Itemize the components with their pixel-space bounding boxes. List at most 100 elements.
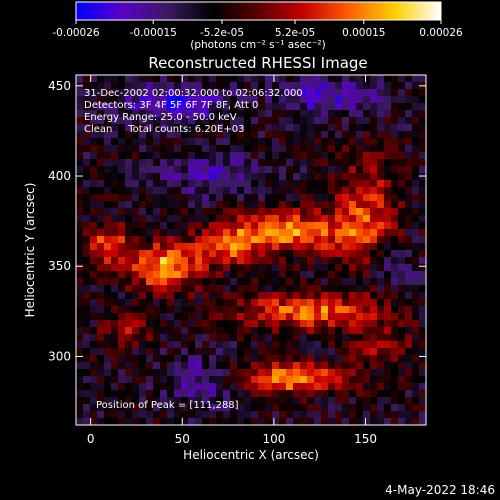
heatmap-cell [202, 236, 210, 244]
heatmap-cell [139, 138, 147, 146]
heatmap-cell [230, 96, 238, 104]
heatmap-cell [307, 166, 315, 174]
heatmap-cell [111, 180, 119, 188]
heatmap-cell [167, 124, 175, 132]
heatmap-cell [209, 229, 217, 237]
heatmap-cell [342, 285, 350, 293]
heatmap-cell [146, 327, 154, 335]
heatmap-cell [314, 271, 322, 279]
heatmap-cell [321, 264, 329, 272]
heatmap-cell [216, 159, 224, 167]
heatmap-cell [153, 229, 161, 237]
heatmap-cell [370, 334, 378, 342]
heatmap-cell [335, 243, 343, 251]
heatmap-cell [195, 138, 203, 146]
heatmap-cell [377, 271, 385, 279]
heatmap-cell [216, 208, 224, 216]
heatmap-cell [230, 201, 238, 209]
heatmap-cell [349, 103, 357, 111]
heatmap-cell [398, 320, 406, 328]
heatmap-cell [272, 320, 280, 328]
heatmap-cell [391, 229, 399, 237]
heatmap-cell [384, 180, 392, 188]
heatmap-cell [244, 320, 252, 328]
heatmap-cell [293, 285, 301, 293]
heatmap-cell [104, 320, 112, 328]
heatmap-cell [370, 418, 378, 426]
heatmap-cell [321, 285, 329, 293]
heatmap-cell [146, 355, 154, 363]
heatmap-cell [216, 229, 224, 237]
heatmap-cell [314, 299, 322, 307]
heatmap-cell [202, 103, 210, 111]
heatmap-cell [265, 222, 273, 230]
heatmap-cell [314, 117, 322, 125]
heatmap-cell [83, 369, 91, 377]
heatmap-cell [321, 236, 329, 244]
heatmap-cell [153, 376, 161, 384]
x-tick-label: 0 [87, 432, 95, 446]
heatmap-cell [83, 194, 91, 202]
heatmap-cell [349, 334, 357, 342]
heatmap-cell [307, 208, 315, 216]
heatmap-cell [377, 355, 385, 363]
heatmap-cell [244, 383, 252, 391]
heatmap-cell [132, 152, 140, 160]
heatmap-cell [377, 194, 385, 202]
heatmap-cell [398, 278, 406, 286]
heatmap-cell [258, 229, 266, 237]
heatmap-cell [370, 313, 378, 321]
heatmap-cell [356, 152, 364, 160]
heatmap-cell [209, 180, 217, 188]
heatmap-cell [293, 124, 301, 132]
heatmap-cell [377, 187, 385, 195]
heatmap-cell [181, 376, 189, 384]
heatmap-cell [265, 236, 273, 244]
heatmap-cell [237, 103, 245, 111]
heatmap-cell [83, 362, 91, 370]
heatmap-cell [251, 145, 259, 153]
heatmap-cell [237, 110, 245, 118]
heatmap-cell [111, 131, 119, 139]
heatmap-cell [195, 173, 203, 181]
heatmap-cell [146, 278, 154, 286]
heatmap-cell [209, 215, 217, 223]
heatmap-cell [132, 110, 140, 118]
heatmap-cell [174, 110, 182, 118]
heatmap-cell [356, 89, 364, 97]
heatmap-cell [174, 82, 182, 90]
heatmap-cell [412, 229, 420, 237]
heatmap-cell [314, 313, 322, 321]
heatmap-cell [160, 173, 168, 181]
heatmap-cell [188, 138, 196, 146]
heatmap-cell [300, 187, 308, 195]
heatmap-cell [384, 229, 392, 237]
heatmap-cell [300, 89, 308, 97]
heatmap-cell [237, 348, 245, 356]
heatmap-cell [391, 285, 399, 293]
heatmap-cell [342, 208, 350, 216]
heatmap-cell [160, 159, 168, 167]
heatmap-cell [412, 145, 420, 153]
heatmap-cell [160, 131, 168, 139]
heatmap-cell [237, 376, 245, 384]
heatmap-cell [405, 138, 413, 146]
heatmap-cell [370, 355, 378, 363]
heatmap-cell [405, 236, 413, 244]
heatmap-cell [146, 404, 154, 412]
heatmap-cell [384, 103, 392, 111]
heatmap-cell [90, 208, 98, 216]
heatmap-cell [132, 292, 140, 300]
heatmap-cell [419, 124, 427, 132]
annotation-line: Detectors: 3F 4F 5F 6F 7F 8F, Att 0 [84, 100, 258, 111]
heatmap-cell [342, 418, 350, 426]
heatmap-cell [377, 173, 385, 181]
heatmap-cell [244, 334, 252, 342]
heatmap-cell [216, 383, 224, 391]
heatmap-cell [412, 187, 420, 195]
heatmap-cell [83, 355, 91, 363]
heatmap-cell [328, 117, 336, 125]
heatmap-cell [237, 82, 245, 90]
heatmap-cell [132, 131, 140, 139]
heatmap-cell [202, 397, 210, 405]
